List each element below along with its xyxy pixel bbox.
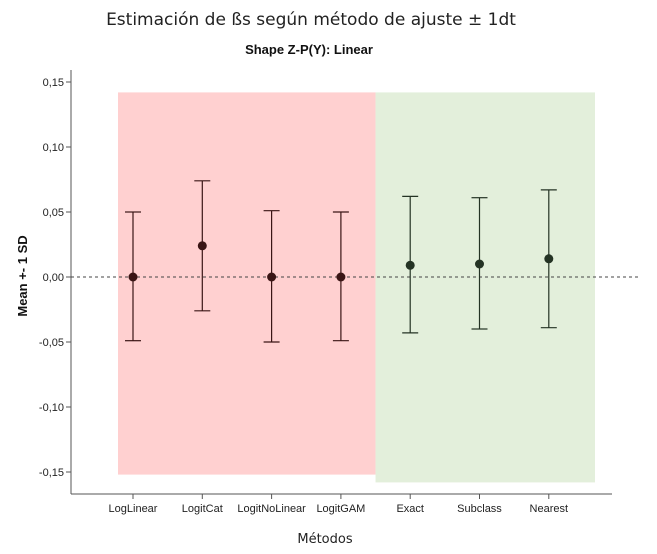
y-tick-label: 0,15: [43, 77, 64, 89]
x-axis-label: Métodos: [297, 532, 352, 547]
x-tick-label: LogitGAM: [316, 503, 365, 515]
y-tick-label: -0,15: [39, 467, 64, 479]
mean-point-LogitNoLinear: [267, 272, 277, 282]
error-bars: [125, 180, 557, 343]
chart-subtitle: Shape Z-P(Y): Linear: [245, 42, 373, 57]
mean-point-LogLinear: [128, 272, 138, 282]
mean-point-LogitGAM: [336, 272, 346, 282]
y-tick-label: 0,00: [43, 272, 64, 284]
mean-point-Subclass: [475, 259, 484, 269]
group-background-1: [118, 92, 376, 475]
y-tick-label: -0,10: [39, 402, 64, 414]
x-tick-label: Nearest: [530, 503, 569, 515]
x-tick-label: Exact: [396, 503, 424, 515]
group-backgrounds: [118, 92, 595, 483]
axes: 0,15 0,10 0,05 0,00 -0,05 -0,10 -0,15 LogLinear…: [39, 70, 612, 515]
x-tick-label: LogLinear: [109, 503, 158, 515]
y-axis-label: Mean +- 1 SD: [15, 235, 30, 316]
mean-point-LogitCat: [197, 241, 207, 251]
y-tick-label: -0,05: [39, 337, 64, 349]
x-tick-label: Subclass: [457, 503, 502, 515]
x-tick-label: LogitCat: [182, 503, 223, 515]
group-background-2: [375, 92, 595, 483]
x-tick-label: LogitNoLinear: [237, 503, 306, 515]
y-tick-label: 0,05: [43, 207, 64, 219]
mean-point-Nearest: [544, 254, 554, 264]
chart-title: Estimación de ßs según método de ajuste …: [106, 10, 516, 30]
y-tick-label: 0,10: [43, 142, 64, 154]
mean-point-Exact: [405, 260, 415, 270]
